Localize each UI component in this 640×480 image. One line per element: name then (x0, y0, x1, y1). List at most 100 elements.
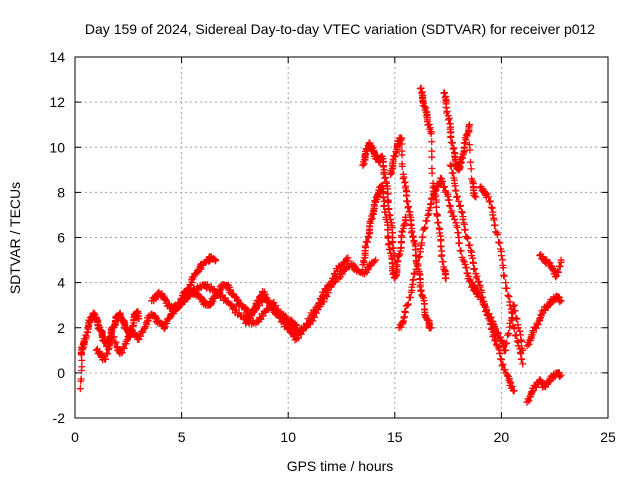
data-point (430, 182, 438, 190)
data-point (409, 276, 417, 284)
data-point (118, 349, 126, 357)
data-point (120, 344, 128, 352)
data-point (294, 334, 302, 342)
data-point (372, 256, 380, 264)
data-point (384, 226, 392, 234)
data-point (469, 259, 477, 267)
data-point (404, 301, 412, 309)
data-point (453, 192, 461, 200)
data-point (104, 350, 112, 358)
data-point (398, 233, 406, 241)
data-point (397, 323, 405, 331)
data-point (457, 208, 465, 216)
data-point (251, 306, 259, 314)
data-point (502, 346, 510, 354)
data-point (391, 252, 399, 260)
data-point (110, 333, 118, 341)
data-point (368, 214, 376, 222)
data-point (77, 375, 85, 383)
data-point (449, 145, 457, 153)
data-point (419, 233, 427, 241)
data-point (465, 128, 473, 136)
data-point (428, 138, 436, 146)
data-point (264, 296, 272, 304)
data-point (297, 330, 305, 338)
data-point (227, 286, 235, 294)
data-point (443, 107, 451, 115)
data-point (398, 228, 406, 236)
data-point (433, 212, 441, 220)
data-point (499, 264, 507, 272)
data-point (457, 247, 465, 255)
data-point (308, 311, 316, 319)
data-point (285, 324, 293, 332)
data-point (409, 233, 417, 241)
data-point (551, 273, 559, 281)
data-point (472, 274, 480, 282)
data-point (334, 267, 342, 275)
data-point (322, 286, 330, 294)
data-point (259, 312, 267, 320)
y-tick-label: 10 (49, 139, 65, 155)
data-point (491, 221, 499, 229)
grid-lines (75, 57, 608, 418)
data-point (503, 284, 511, 292)
data-point (519, 360, 527, 368)
data-point (212, 256, 220, 264)
data-point (366, 219, 374, 227)
data-point (473, 272, 481, 280)
data-point (511, 307, 519, 315)
data-point (329, 275, 337, 283)
y-axis-label: SDTVAR / TECUs (7, 182, 23, 294)
data-point (514, 342, 522, 350)
data-point (472, 193, 480, 201)
data-point (504, 331, 512, 339)
data-point (485, 193, 493, 201)
data-point (556, 298, 564, 306)
data-point (499, 360, 507, 368)
data-point (508, 382, 516, 390)
data-point (447, 132, 455, 140)
data-point (180, 297, 188, 305)
data-point (487, 313, 495, 321)
x-tick-label: 20 (494, 429, 510, 445)
data-point (507, 379, 515, 387)
data-point (406, 293, 414, 301)
data-point (306, 315, 314, 323)
y-tick-label: 4 (57, 275, 65, 291)
data-point (513, 337, 521, 345)
data-point (387, 215, 395, 223)
data-point (450, 215, 458, 223)
data-point (427, 130, 435, 138)
chart-title: Day 159 of 2024, Sidereal Day-to-day VTE… (85, 21, 595, 37)
data-point (363, 238, 371, 246)
data-point (409, 232, 417, 240)
data-point (456, 202, 464, 210)
data-point (427, 324, 435, 332)
data-point (380, 201, 388, 209)
data-point (384, 198, 392, 206)
data-point (303, 320, 311, 328)
data-point (411, 270, 419, 278)
data-point (467, 158, 475, 166)
data-point (379, 193, 387, 201)
data-point (428, 147, 436, 155)
data-point (416, 281, 424, 289)
data-point (414, 260, 422, 268)
data-point (512, 331, 520, 339)
data-point (486, 197, 494, 205)
data-point (439, 177, 447, 185)
data-point (534, 321, 542, 329)
data-point (449, 139, 457, 147)
data-point (462, 136, 470, 144)
data-point (420, 99, 428, 107)
data-point (384, 190, 392, 198)
data-point (404, 300, 412, 308)
data-point (189, 275, 197, 283)
data-point (553, 267, 561, 275)
data-point (419, 292, 427, 300)
data-point (400, 173, 408, 181)
data-point (461, 226, 469, 234)
x-tick-label: 15 (387, 429, 403, 445)
y-tick-label: -2 (53, 410, 66, 426)
